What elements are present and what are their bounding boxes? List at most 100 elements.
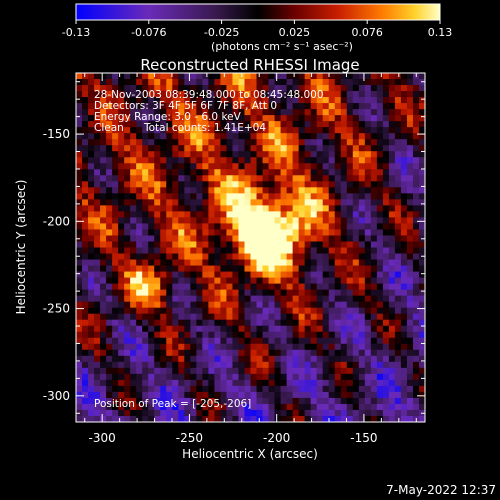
heatmap-cell bbox=[202, 307, 209, 315]
heatmap-cell bbox=[340, 139, 348, 146]
heatmap-cell bbox=[406, 283, 414, 291]
heatmap-cell bbox=[154, 313, 161, 321]
heatmap-cell bbox=[208, 349, 215, 357]
heatmap-cell bbox=[148, 193, 155, 200]
heatmap-cell bbox=[376, 343, 384, 351]
heatmap-cell bbox=[112, 187, 119, 194]
heatmap-cell bbox=[316, 343, 324, 351]
heatmap-cell bbox=[232, 253, 240, 261]
heatmap-cell bbox=[364, 307, 372, 315]
heatmap-cell bbox=[76, 199, 83, 206]
heatmap-cell bbox=[172, 283, 179, 291]
heatmap-cell bbox=[394, 175, 402, 182]
heatmap-cell bbox=[322, 415, 330, 422]
heatmap-cell bbox=[184, 169, 191, 176]
heatmap-cell bbox=[154, 331, 161, 339]
heatmap-cell bbox=[184, 157, 191, 164]
heatmap-cell bbox=[418, 79, 425, 86]
heatmap-cell bbox=[334, 385, 342, 393]
heatmap-cell bbox=[76, 379, 83, 387]
heatmap-cell bbox=[286, 97, 294, 104]
heatmap-cell bbox=[220, 373, 228, 381]
heatmap-cell bbox=[82, 235, 89, 243]
heatmap-cell bbox=[178, 79, 185, 86]
heatmap-cell bbox=[358, 367, 366, 375]
heatmap-cell bbox=[250, 103, 258, 110]
heatmap-cell bbox=[238, 127, 246, 134]
heatmap-cell bbox=[244, 235, 252, 243]
heatmap-cell bbox=[172, 85, 179, 92]
heatmap-cell bbox=[250, 175, 258, 182]
heatmap-cell bbox=[226, 223, 234, 231]
heatmap-cell bbox=[196, 379, 203, 387]
heatmap-cell bbox=[172, 211, 179, 219]
heatmap-cell bbox=[376, 271, 384, 279]
heatmap-cell bbox=[202, 127, 209, 134]
heatmap-cell bbox=[256, 91, 264, 98]
heatmap-cell bbox=[274, 277, 282, 285]
heatmap-cell bbox=[76, 403, 83, 411]
heatmap-cell bbox=[196, 199, 203, 206]
heatmap-cell bbox=[382, 283, 390, 291]
heatmap-cell bbox=[256, 97, 264, 104]
heatmap-cell bbox=[388, 301, 396, 309]
heatmap-cell bbox=[142, 151, 149, 158]
heatmap-cell bbox=[298, 235, 306, 243]
heatmap-cell bbox=[334, 373, 342, 381]
heatmap-cell bbox=[352, 133, 360, 140]
heatmap-cell bbox=[88, 97, 95, 104]
heatmap-cell bbox=[184, 271, 191, 279]
heatmap-cell bbox=[394, 415, 402, 422]
heatmap-cell bbox=[160, 199, 167, 206]
heatmap-cell bbox=[142, 205, 149, 212]
heatmap-cell bbox=[298, 73, 306, 80]
heatmap-cell bbox=[244, 361, 252, 369]
heatmap-cell bbox=[340, 247, 348, 255]
heatmap-cell bbox=[376, 241, 384, 249]
heatmap-cell bbox=[400, 307, 408, 315]
heatmap-cell bbox=[406, 241, 414, 249]
heatmap-cell bbox=[274, 97, 282, 104]
heatmap-cell bbox=[334, 223, 342, 231]
heatmap-cell bbox=[262, 229, 270, 237]
heatmap-cell bbox=[292, 253, 300, 261]
heatmap-cell bbox=[382, 397, 390, 405]
heatmap-cell bbox=[82, 403, 89, 411]
heatmap-cell bbox=[412, 157, 420, 164]
heatmap-cell bbox=[406, 127, 414, 134]
heatmap-cell bbox=[346, 217, 354, 225]
heatmap-cell bbox=[172, 133, 179, 140]
heatmap-cell bbox=[328, 187, 336, 194]
heatmap-cell bbox=[76, 319, 83, 327]
heatmap-cell bbox=[106, 91, 113, 98]
heatmap-cell bbox=[286, 277, 294, 285]
heatmap-cell bbox=[106, 403, 113, 411]
heatmap-cell bbox=[274, 115, 282, 122]
heatmap-cell bbox=[82, 109, 89, 116]
heatmap-cell bbox=[106, 235, 113, 243]
heatmap-cell bbox=[220, 157, 228, 164]
heatmap-cell bbox=[376, 73, 384, 80]
heatmap-cell bbox=[334, 73, 342, 80]
heatmap-cell bbox=[220, 235, 228, 243]
heatmap-cell bbox=[226, 373, 234, 381]
heatmap-cell bbox=[124, 133, 131, 140]
heatmap-cell bbox=[346, 247, 354, 255]
heatmap-cell bbox=[400, 301, 408, 309]
heatmap-cell bbox=[196, 265, 203, 273]
heatmap-cell bbox=[292, 289, 300, 297]
heatmap-cell bbox=[298, 337, 306, 345]
heatmap-cell bbox=[316, 379, 324, 387]
heatmap-cell bbox=[376, 301, 384, 309]
heatmap-cell bbox=[190, 79, 197, 86]
heatmap-cell bbox=[106, 355, 113, 363]
heatmap-cell bbox=[418, 181, 425, 188]
heatmap-cell bbox=[100, 409, 107, 417]
heatmap-cell bbox=[190, 403, 197, 411]
heatmap-cell bbox=[280, 193, 288, 200]
heatmap-cell bbox=[208, 211, 215, 219]
heatmap-cell bbox=[226, 409, 234, 417]
heatmap-cell bbox=[370, 397, 378, 405]
heatmap-cell bbox=[328, 211, 336, 219]
heatmap-cell bbox=[190, 241, 197, 249]
